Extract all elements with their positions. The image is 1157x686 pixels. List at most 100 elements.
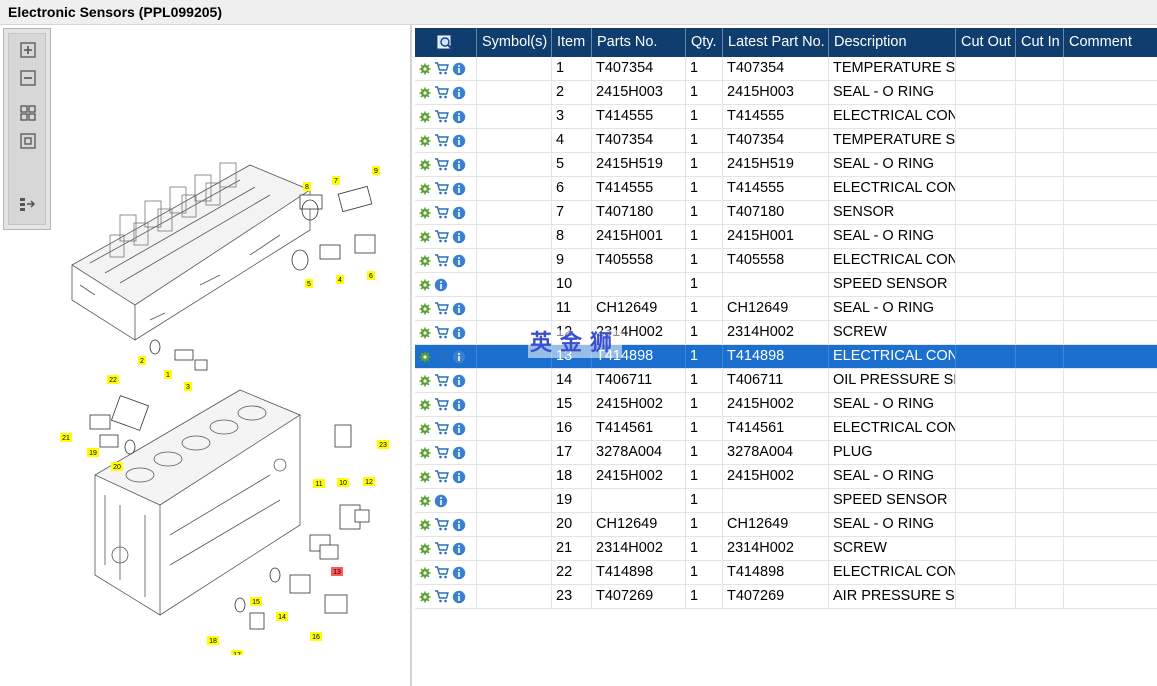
- cart-icon[interactable]: [434, 518, 449, 531]
- cart-icon[interactable]: [434, 446, 449, 459]
- header-parts-no[interactable]: Parts No.: [592, 28, 686, 57]
- header-cut-out[interactable]: Cut Out: [956, 28, 1016, 57]
- table-row[interactable]: 13T4148981T414898ELECTRICAL CONNECTOR: [415, 345, 1157, 369]
- info-icon[interactable]: [452, 398, 466, 412]
- gear-icon[interactable]: [419, 543, 431, 555]
- header-qty[interactable]: Qty.: [686, 28, 723, 57]
- gear-icon[interactable]: [419, 471, 431, 483]
- cart-icon[interactable]: [434, 158, 449, 171]
- info-icon[interactable]: [452, 254, 466, 268]
- gear-icon[interactable]: [419, 303, 431, 315]
- gear-icon[interactable]: [419, 375, 431, 387]
- table-row[interactable]: 21 2314H002 1 2314H002 SCREW: [415, 537, 1157, 561]
- search-icon[interactable]: [437, 35, 455, 51]
- fit-page-icon[interactable]: [18, 131, 38, 151]
- table-row[interactable]: 2 2415H003 1 2415H003 SEAL - O RING: [415, 81, 1157, 105]
- table-row[interactable]: 122314H00212314H002SCREW: [415, 321, 1157, 345]
- table-row[interactable]: 19 1 SPEED SENSOR: [415, 489, 1157, 513]
- gear-icon[interactable]: [419, 447, 431, 459]
- cart-icon[interactable]: [434, 422, 449, 435]
- table-row[interactable]: 18 2415H002 1 2415H002 SEAL - O RING: [415, 465, 1157, 489]
- gear-icon[interactable]: [419, 519, 431, 531]
- info-icon[interactable]: [452, 470, 466, 484]
- gear-icon[interactable]: [419, 255, 431, 267]
- cart-icon[interactable]: [434, 566, 449, 579]
- cart-icon[interactable]: [434, 134, 449, 147]
- gear-icon[interactable]: [419, 279, 431, 291]
- gear-icon[interactable]: [419, 327, 431, 339]
- header-symbols[interactable]: Symbol(s): [477, 28, 552, 57]
- zoom-in-icon[interactable]: [18, 40, 38, 60]
- info-icon[interactable]: [452, 86, 466, 100]
- gear-icon[interactable]: [419, 135, 431, 147]
- gear-icon[interactable]: [419, 567, 431, 579]
- cart-icon[interactable]: [434, 86, 449, 99]
- diagram-pane[interactable]: 7 8 9 4 5 6 2 1 3 22 21 19 20 23 11 10 1…: [0, 25, 412, 686]
- info-icon[interactable]: [452, 326, 466, 340]
- table-row[interactable]: 7 T407180 1 T407180 SENSOR: [415, 201, 1157, 225]
- gear-icon[interactable]: [419, 423, 431, 435]
- gear-icon[interactable]: [419, 87, 431, 99]
- export-icon[interactable]: [18, 194, 38, 214]
- table-row[interactable]: 17 3278A004 1 3278A004 PLUG: [415, 441, 1157, 465]
- table-row[interactable]: 5 2415H519 1 2415H519 SEAL - O RING: [415, 153, 1157, 177]
- parts-table[interactable]: Symbol(s) Item Parts No. Qty. Latest Par…: [415, 25, 1157, 686]
- cart-icon[interactable]: [434, 254, 449, 267]
- gear-icon[interactable]: [419, 231, 431, 243]
- cart-icon[interactable]: [434, 374, 449, 387]
- table-row[interactable]: 15 2415H002 1 2415H002 SEAL - O RING: [415, 393, 1157, 417]
- zoom-out-icon[interactable]: [18, 68, 38, 88]
- gear-icon[interactable]: [419, 399, 431, 411]
- info-icon[interactable]: [452, 566, 466, 580]
- info-icon[interactable]: [434, 278, 448, 292]
- cart-icon[interactable]: [434, 326, 449, 339]
- header-comment[interactable]: Comment: [1069, 34, 1132, 50]
- gear-icon[interactable]: [419, 63, 431, 75]
- gear-icon[interactable]: [419, 351, 431, 363]
- gear-icon[interactable]: [419, 111, 431, 123]
- info-icon[interactable]: [452, 134, 466, 148]
- cart-icon[interactable]: [434, 398, 449, 411]
- header-item[interactable]: Item: [552, 28, 592, 57]
- exploded-parts-diagram[interactable]: 7 8 9 4 5 6 2 1 3 22 21 19 20 23 11 10 1…: [50, 135, 400, 655]
- info-icon[interactable]: [452, 230, 466, 244]
- cart-icon[interactable]: [434, 62, 449, 75]
- cart-icon[interactable]: [434, 302, 449, 315]
- info-icon[interactable]: [452, 206, 466, 220]
- table-row[interactable]: 10 1 SPEED SENSOR: [415, 273, 1157, 297]
- gear-icon[interactable]: [419, 159, 431, 171]
- cart-icon[interactable]: [434, 206, 449, 219]
- info-icon[interactable]: [452, 422, 466, 436]
- gear-icon[interactable]: [419, 591, 431, 603]
- info-icon[interactable]: [452, 374, 466, 388]
- cart-icon[interactable]: [434, 470, 449, 483]
- cart-icon[interactable]: [434, 110, 449, 123]
- gear-icon[interactable]: [419, 207, 431, 219]
- info-icon[interactable]: [452, 350, 466, 364]
- cart-icon[interactable]: [434, 590, 449, 603]
- info-icon[interactable]: [452, 110, 466, 124]
- info-icon[interactable]: [434, 494, 448, 508]
- header-search[interactable]: [415, 28, 477, 57]
- info-icon[interactable]: [452, 518, 466, 532]
- info-icon[interactable]: [452, 158, 466, 172]
- fit-all-icon[interactable]: [18, 103, 38, 123]
- cart-icon[interactable]: [434, 542, 449, 555]
- cart-icon[interactable]: [434, 350, 449, 363]
- table-row[interactable]: 20 CH12649 1 CH12649 SEAL - O RING: [415, 513, 1157, 537]
- info-icon[interactable]: [452, 542, 466, 556]
- info-icon[interactable]: [452, 446, 466, 460]
- info-icon[interactable]: [452, 590, 466, 604]
- gear-icon[interactable]: [419, 183, 431, 195]
- table-row[interactable]: 8 2415H001 1 2415H001 SEAL - O RING: [415, 225, 1157, 249]
- cart-icon[interactable]: [434, 182, 449, 195]
- header-description[interactable]: Description: [829, 28, 956, 57]
